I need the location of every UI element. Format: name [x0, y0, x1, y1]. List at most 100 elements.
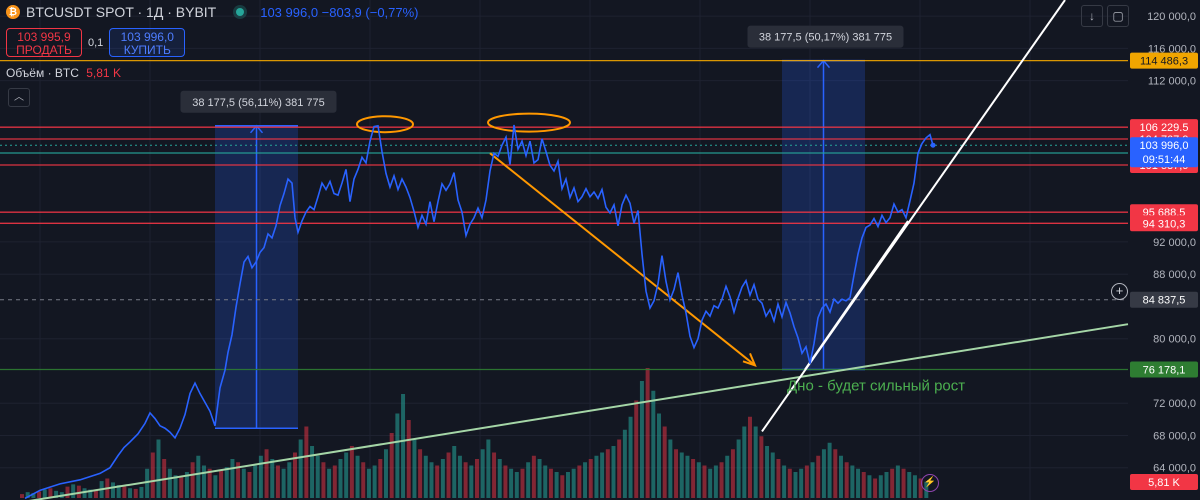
volume-bar	[793, 472, 798, 498]
volume-bar	[634, 400, 639, 498]
volume-bar	[685, 455, 690, 498]
current-price-badge: 103 996,0	[1140, 140, 1189, 152]
volume-bar	[531, 455, 536, 498]
volume-bar	[418, 449, 423, 498]
volume-bar	[651, 390, 656, 498]
volume-bar	[116, 485, 121, 498]
price-level-badge: 114 486,3	[1140, 56, 1188, 68]
volume-bar	[861, 472, 866, 498]
arrow-down-icon[interactable]: ↓	[1081, 5, 1103, 27]
volume-bar	[321, 462, 326, 498]
price-level-badge: 76 178,1	[1143, 365, 1186, 377]
lightning-icon[interactable]: ⚡	[921, 474, 939, 492]
y-tick-label: 64 000,0	[1153, 463, 1196, 475]
price-countdown: 09:51:44	[1143, 154, 1186, 166]
sell-button[interactable]: 103 995,9 ПРОДАТЬ	[6, 28, 82, 57]
volume-bar	[816, 455, 821, 498]
volume-bar	[566, 472, 570, 498]
volume-bar	[355, 455, 360, 498]
volume-value: 5,81 K	[86, 66, 121, 80]
volume-bar	[730, 449, 735, 498]
volume-bar	[821, 449, 826, 498]
sell-price: 103 995,9	[17, 30, 71, 44]
volume-bar	[463, 462, 468, 498]
volume-bar	[605, 449, 610, 498]
volume-bar	[895, 465, 900, 498]
sell-label: ПРОДАТЬ	[16, 43, 72, 57]
volume-bar	[867, 475, 872, 498]
volume-bar	[446, 452, 451, 498]
y-tick-label: 68 000,0	[1153, 430, 1196, 442]
y-tick-label: 112 000,0	[1148, 76, 1196, 88]
volume-bar	[207, 468, 212, 498]
volume-bar	[298, 439, 303, 498]
y-tick-label: 116 000,0	[1148, 43, 1196, 55]
volume-bar	[878, 475, 883, 498]
volume-badge: 5,81 K	[1148, 477, 1180, 489]
volume-bar	[713, 465, 718, 498]
volume-bar	[452, 446, 457, 498]
y-tick-label: 80 000,0	[1153, 334, 1196, 346]
maximize-icon[interactable]: ▢	[1107, 5, 1129, 27]
price-level-badge-bg	[1130, 361, 1198, 378]
volume-bar	[202, 465, 206, 498]
volume-bar	[275, 465, 280, 498]
volume-bar	[912, 475, 917, 498]
price-level-badge: 94 310,3	[1143, 218, 1186, 230]
volume-bar	[133, 488, 138, 498]
volume-bar	[554, 472, 559, 498]
volume-bar	[679, 452, 684, 498]
price-last-point	[930, 142, 936, 148]
volume-bar	[890, 468, 895, 498]
plus-icon[interactable]: +	[1111, 283, 1128, 300]
volume-bar	[213, 475, 218, 498]
volume-bar	[719, 462, 724, 498]
volume-bar	[395, 413, 400, 498]
volume-bar	[628, 416, 633, 498]
volume-bar	[645, 368, 650, 498]
volume-bar	[668, 439, 673, 498]
volume-bar	[639, 381, 644, 498]
volume-bar	[349, 446, 354, 498]
measure-label: 38 177,5 (56,11%) 381 775	[192, 97, 325, 109]
volume-bar	[150, 452, 155, 498]
trend-arrow-head	[742, 352, 757, 367]
volume-bar	[833, 449, 838, 498]
volume-bar	[71, 484, 76, 498]
volume-bar	[514, 472, 519, 498]
volume-bar	[361, 462, 366, 498]
price-level-badge-bg	[1130, 52, 1198, 69]
highlight-ellipse	[356, 115, 414, 134]
volume-bar	[406, 420, 411, 498]
volume-bar	[167, 468, 172, 498]
volume-bar	[287, 462, 292, 498]
volume-bar	[696, 462, 701, 498]
volume-bar	[486, 439, 491, 498]
trade-panel: 103 995,9 ПРОДАТЬ 0,1 103 996,0 КУПИТЬ	[6, 28, 186, 57]
volume-bar	[776, 459, 781, 498]
volume-bar	[384, 449, 388, 498]
y-tick-label: 92 000,0	[1153, 237, 1196, 249]
volume-bar	[344, 452, 349, 498]
trend-line	[28, 323, 1129, 500]
volume-bar	[389, 433, 394, 498]
volume-bar	[594, 455, 599, 498]
volume-bar	[782, 465, 787, 498]
buy-button[interactable]: 103 996,0 КУПИТЬ	[109, 28, 186, 57]
volume-bar	[469, 465, 474, 498]
quote-change: 103 996,0 −803,9 (−0,77%)	[260, 4, 419, 20]
volume-bar	[20, 494, 24, 498]
volume-bar	[179, 476, 184, 498]
chevron-up-icon[interactable]: ︿	[8, 88, 30, 107]
volume-bar	[253, 465, 258, 498]
volume-bar	[82, 488, 87, 498]
volume-bar	[332, 465, 337, 498]
volume-bar	[753, 426, 758, 498]
volume-bar	[264, 449, 269, 498]
volume-bar	[401, 394, 406, 498]
volume-bar	[662, 426, 667, 498]
symbol-title[interactable]: BTCUSDT SPOT · 1Д · BYBIT	[26, 4, 217, 20]
chart-header: ₿ BTCUSDT SPOT · 1Д · BYBIT 103 996,0 −8…	[6, 4, 419, 20]
y-tick-label: 72 000,0	[1153, 398, 1196, 410]
